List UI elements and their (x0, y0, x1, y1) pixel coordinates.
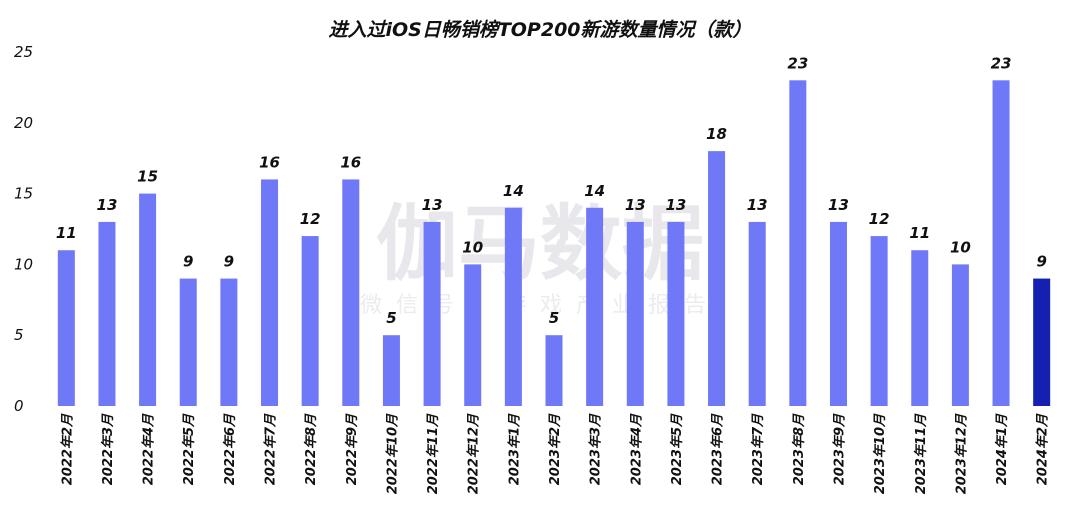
data-label: 15 (137, 168, 158, 186)
x-tick-label: 2022年2月 (59, 413, 75, 485)
y-tick-label: 15 (14, 185, 33, 203)
x-tick-label: 2024年2月 (1035, 413, 1051, 485)
bar (301, 236, 319, 406)
data-label: 12 (869, 210, 890, 228)
data-label: 18 (706, 125, 727, 143)
bar (423, 221, 441, 406)
bar (708, 151, 726, 406)
data-label: 5 (549, 309, 559, 327)
data-label: 13 (625, 196, 646, 214)
x-tick-label: 2022年8月 (303, 413, 319, 485)
data-label: 16 (259, 153, 280, 171)
x-tick-label: 2022年11月 (425, 413, 441, 494)
watermark-subtitle: 微信号：游戏产业报告 (360, 293, 720, 318)
x-tick-label: 2024年1月 (994, 413, 1010, 485)
bar (586, 207, 604, 406)
bar (179, 278, 197, 406)
bar (870, 236, 888, 406)
x-tick-label: 2023年1月 (506, 413, 522, 485)
bar (57, 250, 75, 406)
x-tick-label: 2022年6月 (222, 413, 238, 485)
bar (626, 221, 644, 406)
data-label: 9 (224, 253, 234, 271)
y-axis: 0 5 10 15 20 25 (14, 43, 33, 415)
bar (220, 278, 238, 406)
bar (139, 193, 157, 406)
x-tick-label: 2023年6月 (710, 413, 726, 485)
data-label: 11 (56, 224, 77, 242)
x-tick-label: 2022年4月 (141, 413, 157, 485)
bar (261, 179, 279, 406)
chart-title: 进入过iOS日畅销榜TOP200新游数量情况（款） (328, 19, 751, 41)
x-tick-label: 2022年12月 (466, 413, 482, 494)
data-label: 23 (787, 54, 808, 72)
x-tick-label: 2022年9月 (344, 413, 360, 485)
data-label: 16 (340, 153, 361, 171)
x-tick-label: 2022年5月 (181, 413, 197, 485)
data-label: 13 (828, 196, 849, 214)
x-tick-label: 2023年11月 (913, 413, 929, 494)
x-tick-label: 2023年4月 (628, 413, 644, 485)
bar (829, 221, 847, 406)
data-label: 9 (183, 253, 193, 271)
x-axis: 2022年2月 2022年3月 2022年4月 2022年5月 2022年6月 2022年… (59, 413, 1050, 494)
data-label: 12 (300, 210, 321, 228)
x-tick-label: 2023年8月 (791, 413, 807, 485)
x-tick-label: 2023年7月 (750, 413, 766, 485)
data-label: 13 (422, 196, 443, 214)
y-tick-label: 5 (14, 326, 24, 344)
x-tick-label: 2023年5月 (669, 413, 685, 485)
x-tick-label: 2023年12月 (953, 413, 969, 494)
data-label: 10 (950, 238, 971, 256)
bar (504, 207, 522, 406)
bars-group (57, 80, 1051, 406)
data-label: 9 (1036, 253, 1046, 271)
data-label: 13 (747, 196, 768, 214)
bar (992, 80, 1010, 406)
x-tick-label: 2022年10月 (384, 413, 400, 494)
bar (342, 179, 360, 406)
data-label: 14 (584, 182, 605, 200)
x-tick-label: 2023年3月 (588, 413, 604, 485)
data-label: 5 (386, 309, 396, 327)
data-label: 13 (97, 196, 118, 214)
bar (667, 221, 685, 406)
y-tick-label: 25 (14, 43, 33, 61)
bar (545, 335, 563, 406)
bar (911, 250, 929, 406)
bar (98, 221, 116, 406)
bar (382, 335, 400, 406)
x-tick-label: 2023年2月 (547, 413, 563, 485)
y-tick-label: 20 (14, 114, 33, 132)
data-label: 11 (909, 224, 930, 242)
data-label: 13 (665, 196, 686, 214)
x-tick-label: 2022年3月 (100, 413, 116, 485)
y-tick-label: 0 (14, 397, 24, 415)
x-tick-label: 2023年9月 (831, 413, 847, 485)
data-label: 14 (503, 182, 524, 200)
bar (1033, 278, 1051, 406)
data-label: 10 (462, 238, 483, 256)
data-label: 23 (991, 54, 1012, 72)
data-labels-group: 11 13 15 9 9 16 12 16 5 13 10 14 5 14 13 13 18 13 23 13 12 11… (56, 54, 1047, 327)
bar (951, 264, 969, 406)
y-tick-label: 10 (14, 255, 33, 273)
x-tick-label: 2023年10月 (872, 413, 888, 494)
bar (464, 264, 482, 406)
bar (748, 221, 766, 406)
bar (789, 80, 807, 406)
x-tick-label: 2022年7月 (263, 413, 279, 485)
